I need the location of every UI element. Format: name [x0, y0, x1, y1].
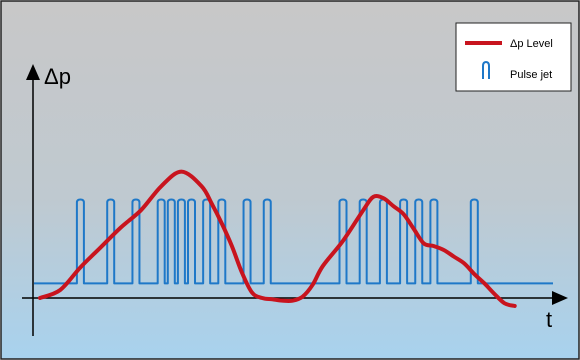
x-axis-label: t	[546, 307, 552, 332]
pulse-jet-trace	[34, 198, 553, 285]
legend-pulse-label: Pulse jet	[510, 69, 552, 81]
legend-box	[455, 22, 572, 92]
pulse-jet-7	[188, 200, 195, 284]
pulse-jet-4	[158, 200, 165, 284]
pulse-jet-5	[168, 200, 175, 284]
pulse-jet-10	[244, 200, 251, 284]
legend-dp-label: Δp Level	[510, 38, 553, 50]
pulse-jet-11	[264, 200, 271, 284]
pulse-jet-6	[178, 200, 185, 284]
pulse-jet-8	[203, 200, 210, 284]
y-axis-arrow	[26, 64, 40, 80]
pulse-jet-9	[218, 200, 225, 284]
legend: Δp Level Pulse jet	[455, 22, 572, 92]
y-axis-label: Δp	[44, 64, 71, 89]
pulse-jet-series	[34, 198, 553, 285]
dp-level-line	[38, 169, 517, 308]
pulse-jet-17	[430, 200, 437, 284]
legend-pulse-swatch	[482, 60, 490, 79]
pulse-jet-14	[380, 200, 387, 284]
x-axis-arrow	[552, 291, 568, 305]
